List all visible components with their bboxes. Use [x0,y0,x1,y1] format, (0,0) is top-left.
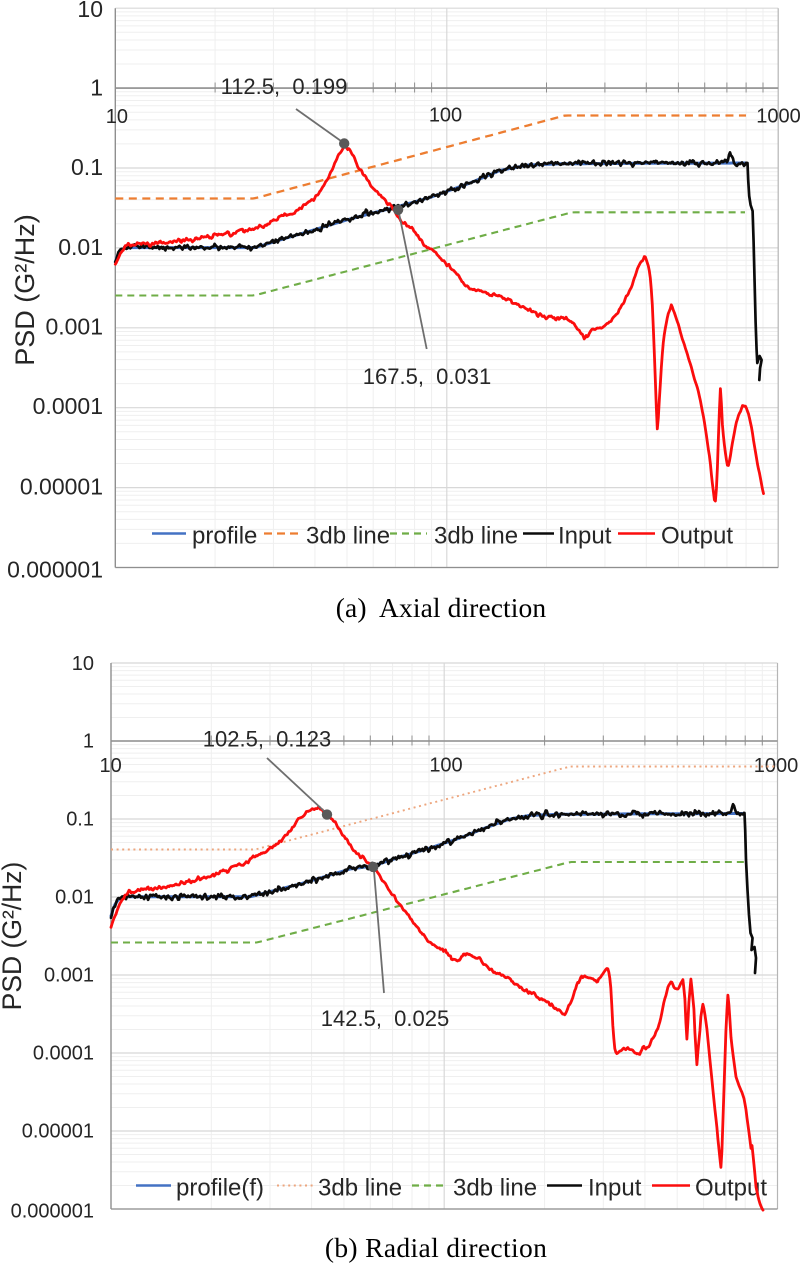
svg-text:(a) Axial direction: (a) Axial direction [336,592,547,623]
svg-text:0.1: 0.1 [66,809,94,831]
svg-text:0.001: 0.001 [45,313,103,339]
svg-text:102.5, 0.123: 102.5, 0.123 [203,727,331,752]
svg-text:Input: Input [558,523,612,550]
svg-text:0.0001: 0.0001 [33,393,103,419]
svg-text:100: 100 [429,755,462,777]
svg-text:0.001: 0.001 [44,965,94,987]
svg-text:10: 10 [99,755,121,777]
svg-text:0.000001: 0.000001 [11,1201,94,1223]
svg-text:0.0001: 0.0001 [33,1043,94,1065]
svg-text:0.01: 0.01 [58,234,103,260]
svg-text:1: 1 [90,75,103,101]
svg-text:0.00001: 0.00001 [20,474,103,500]
svg-text:0.01: 0.01 [55,887,94,909]
svg-text:(b) Radial direction: (b) Radial direction [325,1232,547,1263]
svg-text:1000: 1000 [756,106,800,128]
svg-text:profile: profile [192,523,257,550]
svg-text:10: 10 [72,653,94,675]
svg-text:1: 1 [83,731,94,753]
svg-text:0.1: 0.1 [71,154,103,180]
svg-text:Input: Input [588,1175,642,1202]
svg-text:3db line: 3db line [306,523,390,550]
svg-text:profile(f): profile(f) [176,1175,264,1202]
svg-text:10: 10 [106,106,128,128]
svg-text:10: 10 [77,0,103,22]
svg-text:3db line: 3db line [318,1175,402,1202]
svg-text:142.5, 0.025: 142.5, 0.025 [321,1006,449,1031]
svg-text:100: 100 [429,105,462,127]
svg-text:PSD (G²/Hz): PSD (G²/Hz) [10,214,40,366]
svg-text:3db line: 3db line [434,523,518,550]
svg-text:0.00001: 0.00001 [22,1121,94,1143]
svg-text:PSD (G²/Hz): PSD (G²/Hz) [0,862,27,1011]
svg-text:1000: 1000 [754,755,799,777]
svg-text:112.5, 0.199: 112.5, 0.199 [221,74,348,99]
svg-text:Output: Output [661,523,733,550]
svg-text:3db line: 3db line [453,1175,537,1202]
svg-text:0.000001: 0.000001 [7,557,103,583]
svg-text:167.5, 0.031: 167.5, 0.031 [363,364,491,389]
